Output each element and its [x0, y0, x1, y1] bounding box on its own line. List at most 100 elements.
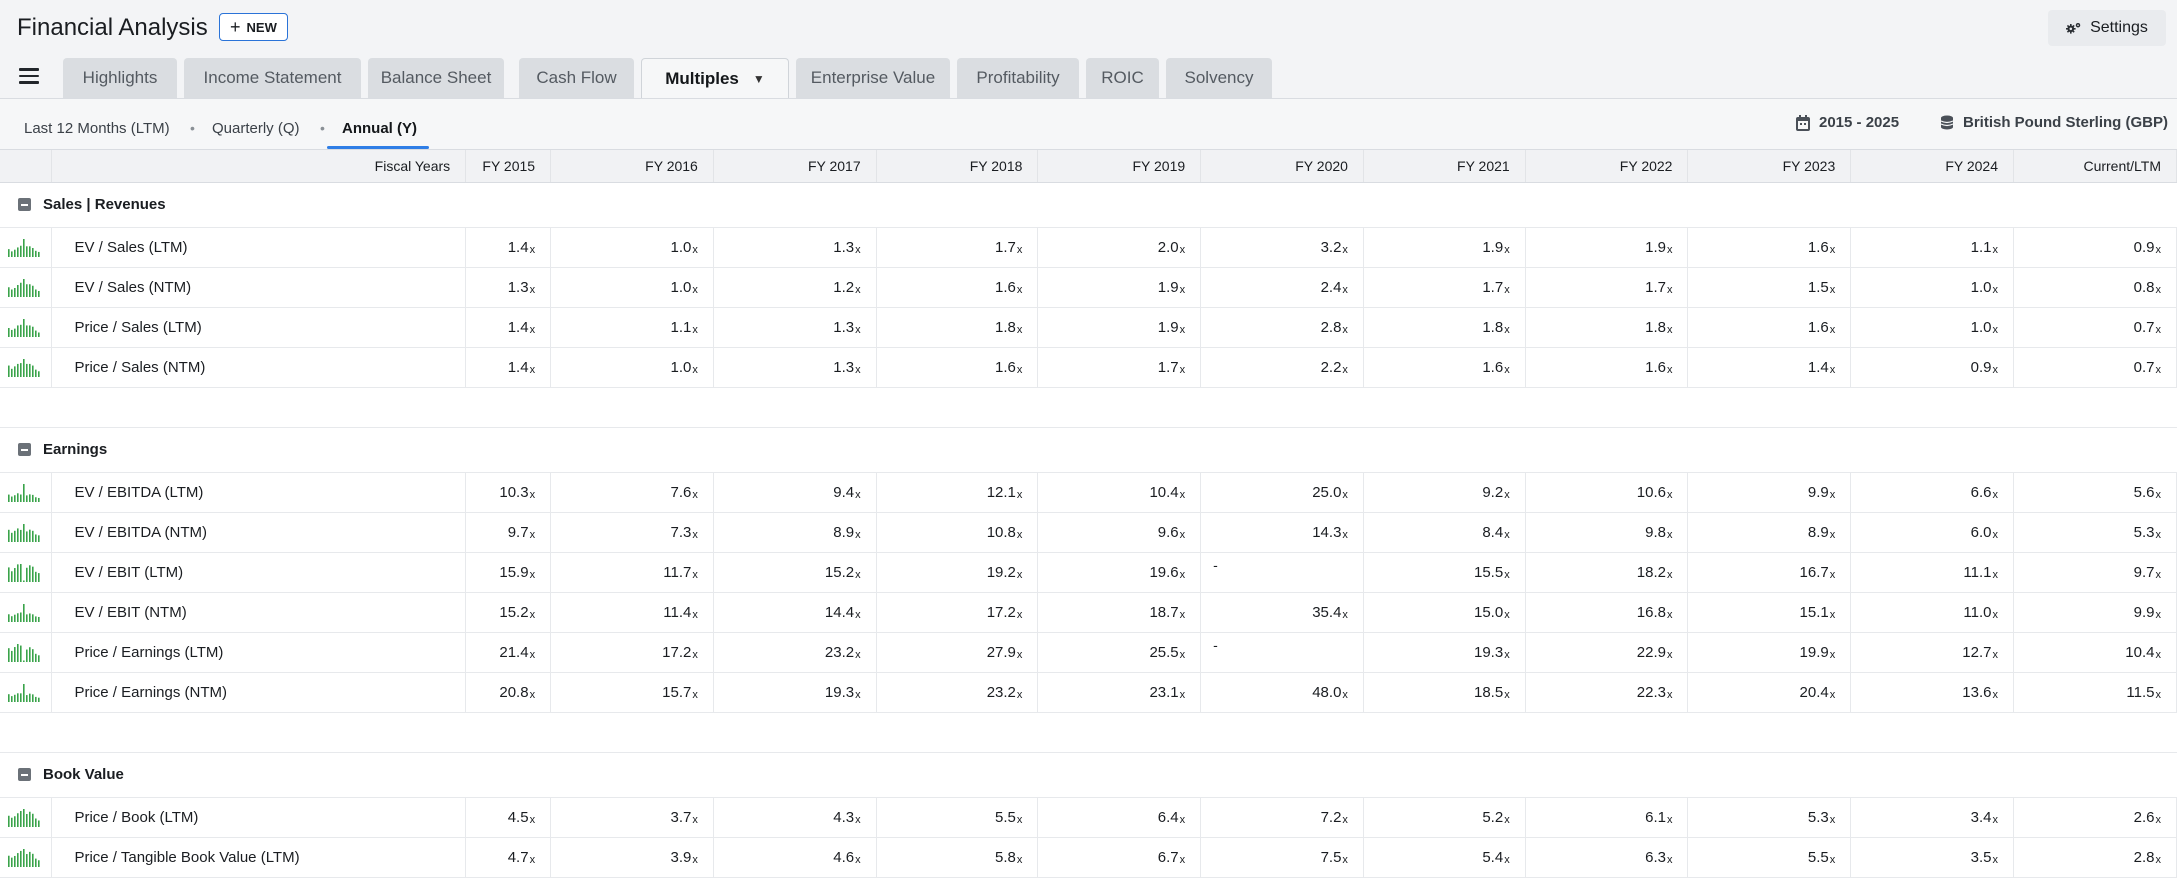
tab-highlights[interactable]: Highlights: [63, 58, 177, 98]
tab-label: Enterprise Value: [810, 68, 936, 87]
sparkline-cell[interactable]: [0, 512, 53, 553]
sparkline-bar: [11, 532, 13, 542]
value-cell: 1.8x: [1363, 307, 1526, 348]
sparkline-cell[interactable]: [0, 552, 53, 593]
sparkline-bar: [38, 697, 40, 702]
value-number: 8.4: [1482, 523, 1504, 541]
value-cell: 25.0x: [1200, 472, 1364, 513]
sparkline-bar: [38, 616, 40, 622]
unit-suffix: x: [1342, 608, 1348, 621]
sparkline-bar: [14, 568, 16, 582]
period-annual[interactable]: Annual (Y): [342, 120, 417, 137]
sparkline-cell[interactable]: [0, 797, 53, 838]
new-button[interactable]: + NEW: [219, 13, 288, 41]
sparkline-bar: [14, 249, 16, 257]
sparkline-bar: [17, 285, 19, 297]
tab-label: Solvency: [1184, 68, 1254, 87]
currency-selector[interactable]: British Pound Sterling (GBP): [1939, 114, 2168, 131]
unit-suffix: x: [2155, 283, 2162, 296]
sparkline-bar: [32, 813, 34, 827]
sparkline-bar: [11, 571, 13, 582]
value-cell: 1.6x: [1687, 227, 1852, 268]
period-ltm[interactable]: Last 12 Months (LTM): [24, 120, 170, 137]
value-number: 6.4: [1157, 808, 1179, 826]
tab-multiples[interactable]: Multiples ▼: [641, 58, 789, 98]
tab-income-statement[interactable]: Income Statement: [184, 58, 361, 98]
sparkline-bar: [11, 496, 13, 502]
collapse-icon[interactable]: [18, 768, 31, 781]
unit-suffix: x: [692, 688, 698, 701]
value-cell: 3.9x: [550, 837, 714, 878]
sparkline-cell[interactable]: [0, 267, 53, 308]
table-row: EV / Sales (NTM) 1.3x 1.0x 1.2x 1.6x 1.9x 2.4x…: [0, 267, 2177, 308]
collapse-icon[interactable]: [18, 198, 31, 211]
hamburger-menu-icon[interactable]: [19, 68, 39, 84]
value-cell: 20.8x: [465, 672, 552, 713]
value-cell: 16.8x: [1525, 592, 1689, 633]
value-number: 1.0: [1970, 278, 1992, 296]
unit-suffix: x: [1992, 243, 1999, 256]
unit-suffix: x: [855, 243, 861, 256]
value-cell: 8.9x: [713, 512, 877, 553]
unit-suffix: x: [529, 323, 536, 336]
tab-cash-flow[interactable]: Cash Flow: [519, 58, 634, 98]
unit-suffix: x: [1829, 363, 1836, 376]
unit-suffix: x: [1504, 323, 1510, 336]
value-cell: 10.6x: [1525, 472, 1689, 513]
tab-roic[interactable]: ROIC: [1086, 58, 1159, 98]
settings-button[interactable]: Settings: [2048, 10, 2166, 46]
unit-suffix: x: [1666, 608, 1673, 621]
dash-placeholder: -: [1213, 556, 1218, 573]
unit-suffix: x: [1179, 648, 1186, 661]
sparkline-cell[interactable]: [0, 672, 53, 713]
unit-suffix: x: [1504, 488, 1510, 501]
row-label: EV / EBITDA (LTM): [51, 472, 467, 513]
sparkline-cell[interactable]: [0, 472, 53, 513]
sparkline-bar: [29, 811, 31, 827]
sparkline-cell[interactable]: [0, 227, 53, 268]
value-number: 1.2: [833, 278, 855, 296]
value-number: 1.3: [833, 238, 855, 256]
sparkline-bar: [29, 325, 31, 337]
sparkline-bar: [38, 820, 40, 827]
section-toggle[interactable]: Earnings: [0, 441, 2162, 458]
unit-suffix: x: [2155, 243, 2162, 256]
value-number: 2.8: [1320, 318, 1342, 336]
value-cell: 1.0x: [550, 227, 714, 268]
value-cell: 22.9x: [1525, 632, 1689, 673]
tab-solvency[interactable]: Solvency: [1166, 58, 1272, 98]
sparkline-cell[interactable]: [0, 307, 53, 348]
value-cell: 1.4x: [1687, 347, 1852, 388]
unit-suffix: x: [1179, 853, 1186, 866]
period-quarterly[interactable]: Quarterly (Q): [212, 120, 300, 137]
sparkline-cell[interactable]: [0, 632, 53, 673]
sparkline-bar: [8, 249, 10, 257]
section-toggle[interactable]: Sales | Revenues: [0, 196, 2162, 213]
section-toggle[interactable]: Book Value: [0, 766, 2162, 783]
sparkline-bar: [26, 614, 28, 622]
sparkline-cell[interactable]: [0, 347, 53, 388]
header-year: FY 2020: [1200, 150, 1364, 183]
separator-dot: •: [320, 120, 325, 136]
sparkline-cell[interactable]: [0, 592, 53, 633]
sparkline-cell[interactable]: [0, 837, 53, 878]
sparkline-bar: [38, 371, 40, 377]
value-number: 5.3: [1807, 808, 1829, 826]
tab-profitability[interactable]: Profitability: [957, 58, 1079, 98]
value-cell: 7.2x: [1200, 797, 1364, 838]
header-current-ltm: Current/LTM: [2013, 150, 2177, 183]
sparkline-bar: [17, 564, 19, 582]
sparkline-bar: [17, 693, 19, 702]
value-number: 25.5: [1149, 643, 1179, 661]
spacer-cell: [0, 387, 2177, 428]
table-row: Price / Sales (NTM) 1.4x 1.0x 1.3x 1.6x 1.7x 2…: [0, 347, 2177, 388]
unit-suffix: x: [1504, 283, 1510, 296]
collapse-icon[interactable]: [18, 443, 31, 456]
sparkline-bar: [32, 566, 34, 582]
tab-balance-sheet[interactable]: Balance Sheet: [368, 58, 504, 98]
sparkline-chart-icon: [8, 279, 40, 297]
value-number: 2.8: [2133, 848, 2155, 866]
date-range-selector[interactable]: 2015 - 2025: [1795, 114, 1899, 131]
sparkline-bar: [14, 614, 16, 622]
tab-enterprise-value[interactable]: Enterprise Value: [796, 58, 950, 98]
